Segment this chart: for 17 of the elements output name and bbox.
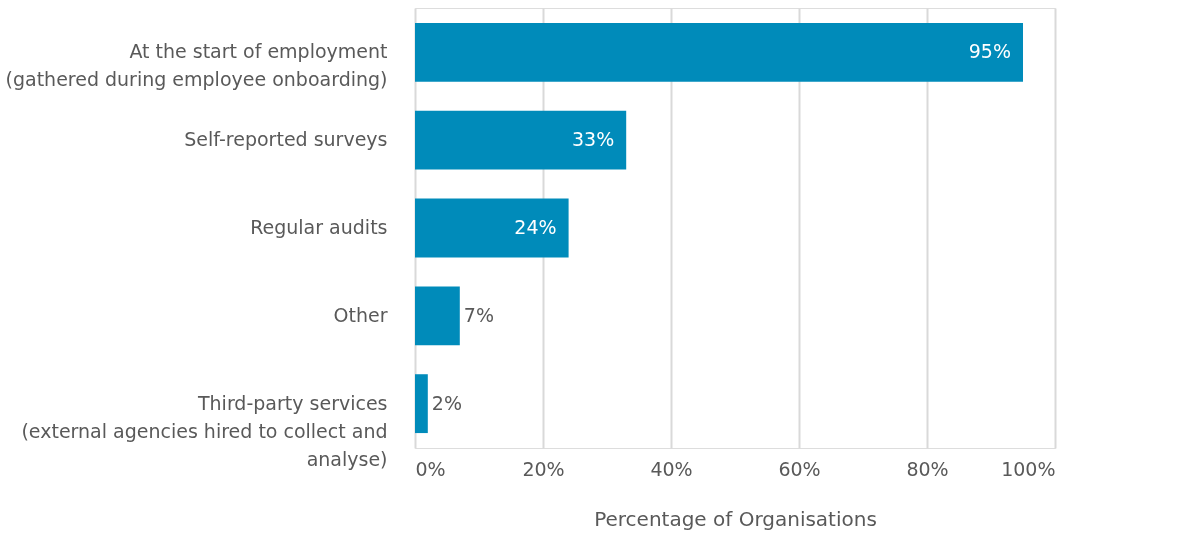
data-label: 95%	[968, 40, 1011, 63]
data-label: 33%	[571, 128, 615, 151]
x-tick-label: 60%	[778, 457, 821, 480]
y-tick-label: At the start of employment (gathered during employee onboarding)	[5, 40, 388, 91]
y-tick-label: Regular audits	[250, 216, 388, 238]
x-tick-label: 20%	[522, 457, 565, 480]
data-label: 7%	[463, 303, 494, 326]
x-tick-label: 0%	[415, 457, 446, 480]
data-label: 2%	[431, 391, 462, 414]
x-tick-label: 40%	[650, 457, 693, 480]
data-label: 24%	[514, 216, 557, 238]
x-tick-label: 100%	[1001, 457, 1056, 480]
x-tick-label: 80%	[906, 457, 949, 480]
y-tick-label: Other	[333, 303, 388, 326]
y-tick-label: Self-reported surveys	[184, 128, 388, 151]
y-tick-label: Third-party services (external agencies hired to collect and analyse)	[21, 391, 388, 470]
x-axis-title: Percentage of Organisations	[594, 506, 877, 531]
